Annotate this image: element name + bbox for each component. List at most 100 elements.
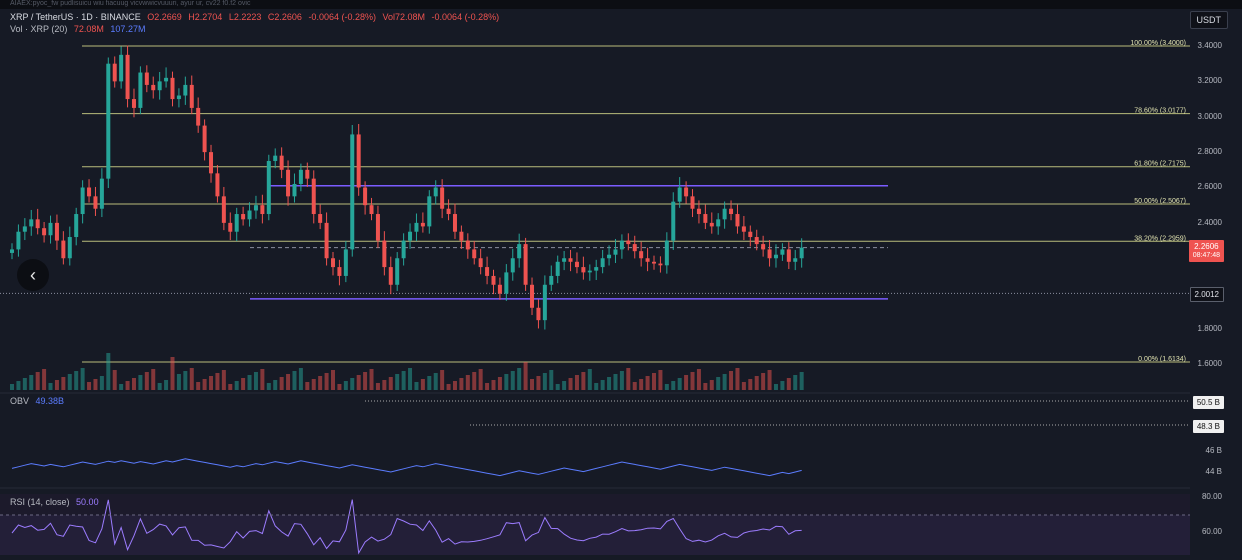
candle-body [748, 231, 753, 238]
volume-bar [80, 368, 85, 390]
obv-badge-2: 48.3 B [1192, 420, 1224, 433]
volume-bar [542, 373, 547, 390]
volume-bar [382, 380, 387, 390]
volume-bar [485, 383, 490, 390]
last-price-countdown: 08:47:48 [1192, 252, 1220, 259]
volume-bar [112, 370, 117, 390]
volume-bar [607, 377, 612, 390]
candle-body [652, 261, 656, 264]
volume-bar [729, 371, 734, 390]
volume-bar [48, 383, 53, 390]
candle-body [388, 267, 393, 285]
volume-bar [29, 375, 34, 390]
volume-bar [510, 371, 515, 390]
volume-bar [574, 375, 579, 390]
chevron-left-icon: ‹ [30, 264, 36, 285]
candle-body [401, 240, 406, 259]
candle-body [716, 219, 721, 227]
obv-value: 49.38B [35, 396, 65, 406]
volume-bar [594, 383, 599, 390]
candle-body [331, 258, 335, 268]
candle-body [189, 84, 194, 108]
candle-body [420, 222, 425, 227]
candle-body [440, 187, 445, 209]
candle-body [343, 249, 348, 276]
candle-body [671, 201, 676, 241]
candle-body [639, 251, 644, 259]
vol-change: -0.0064 (-0.28%) [431, 12, 500, 22]
candle-body [183, 84, 188, 96]
candle-body [465, 240, 470, 250]
volume-value-2: 107.27M [110, 24, 146, 34]
volume-bar [427, 376, 432, 390]
price-tick: 2.8000 [1197, 147, 1222, 157]
candle-body [741, 226, 746, 232]
volume-bar [491, 380, 496, 390]
volume-bar [74, 371, 79, 390]
volume-bar [555, 384, 560, 390]
volume-bar [581, 372, 586, 390]
candle-body [780, 249, 785, 255]
rsi-legend[interactable]: RSI (14, close) 50.00 [10, 497, 103, 507]
candle-body [542, 284, 547, 321]
close-value: C2.2606 [267, 12, 302, 22]
volume-bar [350, 378, 355, 390]
volume-bar [754, 376, 759, 390]
candle-body [510, 258, 515, 273]
volume-bar [465, 375, 470, 390]
last-price-badge: 2.2606 08:47:48 [1188, 240, 1224, 262]
fib-label: 100.00% (3.4000) [1130, 40, 1186, 47]
candle-body [600, 258, 605, 268]
candle-body [67, 237, 72, 259]
candle-body [228, 222, 233, 232]
volume-bar [151, 369, 156, 390]
volume-bar [517, 368, 522, 390]
volume-bar [337, 384, 342, 390]
volume-bar [131, 378, 136, 390]
candle-body [119, 54, 124, 82]
candle-body [626, 240, 631, 245]
back-button[interactable]: ‹ [17, 259, 49, 291]
volume-bar [619, 371, 624, 390]
volume-bar [61, 377, 66, 390]
volume-bar [273, 380, 278, 390]
volume-bar [106, 353, 111, 390]
pair-name[interactable]: XRP / TetherUS · 1D · BINANCE [10, 12, 141, 22]
price-tick: 3.2000 [1197, 76, 1222, 86]
volume-bar [677, 378, 682, 390]
obv-legend[interactable]: OBV 49.38B [10, 396, 68, 406]
volume-bar [221, 370, 226, 390]
candle-body [196, 107, 201, 126]
volume-bar [459, 378, 464, 390]
volume-bar [35, 372, 40, 390]
volume-bar [408, 368, 413, 390]
volume-legend[interactable]: Vol · XRP (20) 72.08M 107.27M [10, 24, 149, 34]
candle-body [87, 187, 92, 197]
candle-body [722, 208, 727, 220]
volume-bar [22, 378, 27, 390]
currency-button[interactable]: USDT [1189, 11, 1228, 29]
candle-body [209, 152, 214, 174]
volume-bar [10, 384, 14, 390]
volume-bar [600, 380, 605, 390]
rsi-tick-2: 60.00 [1201, 527, 1222, 536]
volume-bar [658, 370, 663, 390]
volume-bar [138, 375, 143, 390]
price-tick: 3.0000 [1197, 111, 1222, 121]
volume-bar [286, 374, 291, 390]
volume-bar [356, 375, 361, 390]
volume-bar [664, 384, 669, 390]
obv-tick-2: 44 B [1205, 467, 1222, 476]
candle-body [632, 244, 637, 252]
candle-body [664, 240, 669, 266]
volume-bar [530, 379, 535, 390]
candle-body [485, 267, 490, 276]
volume-bar [761, 373, 766, 390]
volume-bar [773, 384, 778, 390]
candle-body [414, 222, 419, 232]
volume-bar [703, 383, 708, 390]
volume-bar [279, 377, 284, 390]
candle-body [260, 205, 265, 215]
